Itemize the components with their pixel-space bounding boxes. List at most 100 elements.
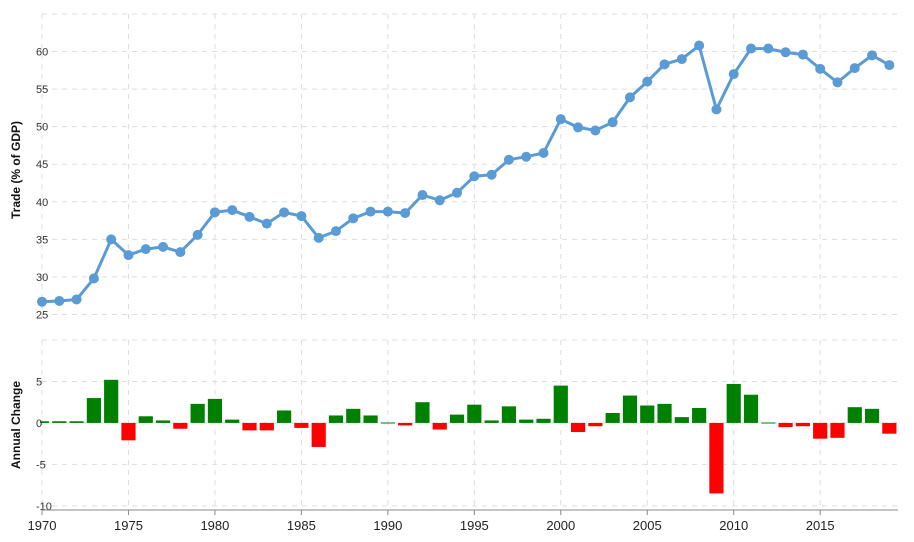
- annual-change-bar: [622, 395, 638, 423]
- annual-change-bar: [484, 420, 499, 423]
- trade-data-point: [624, 92, 635, 103]
- trade-data-point: [88, 273, 99, 284]
- annual-change-bar: [40, 421, 50, 423]
- trade-data-point: [607, 117, 618, 128]
- top-ytick-label: 25: [36, 309, 48, 321]
- trade-data-point: [365, 206, 376, 217]
- annual-change-bar: [847, 407, 862, 423]
- annual-change-bar: [155, 420, 171, 423]
- trade-data-point: [728, 69, 739, 80]
- top-ytick-label: 40: [36, 197, 48, 209]
- top-ytick-label: 60: [36, 47, 48, 59]
- trade-data-point: [37, 296, 47, 307]
- trade-data-point: [330, 226, 341, 237]
- xtick-label: 1995: [460, 518, 489, 533]
- top-ytick-label: 45: [36, 159, 48, 171]
- trade-data-point: [140, 244, 151, 255]
- points-layer: [37, 40, 895, 307]
- annual-change-bar: [778, 422, 793, 428]
- annual-change-bar: [363, 415, 378, 423]
- trade-data-point: [832, 77, 843, 88]
- xtick-label: 2000: [546, 518, 575, 533]
- trade-data-point: [849, 63, 860, 74]
- annual-change-bar: [121, 422, 136, 441]
- trade-data-point: [434, 195, 445, 206]
- trade-data-point: [694, 40, 705, 51]
- annual-change-bar: [864, 408, 880, 423]
- trade-data-point: [884, 60, 895, 71]
- trade-data-point: [348, 213, 359, 224]
- annual-change-bar: [346, 408, 361, 423]
- trade-data-point: [573, 122, 584, 133]
- trade-data-point: [261, 218, 272, 229]
- trade-data-point: [797, 49, 808, 60]
- trade-data-point: [123, 250, 134, 261]
- annual-change-bar: [259, 422, 274, 431]
- trade-data-point: [590, 125, 601, 136]
- annual-change-bar: [640, 405, 655, 423]
- annual-change-bar: [743, 394, 759, 423]
- trade-data-point: [106, 234, 117, 245]
- trade-data-point: [158, 241, 169, 252]
- trade-data-point: [227, 205, 238, 216]
- annual-change-bar: [709, 422, 724, 494]
- annual-change-bar: [104, 379, 119, 423]
- annual-change-bar: [225, 419, 240, 423]
- trade-data-point: [521, 151, 532, 162]
- annual-change-bar: [311, 422, 326, 447]
- xtick-label: 2010: [719, 518, 748, 533]
- annual-change-bar: [570, 422, 586, 433]
- trade-series-line: [41, 44, 891, 304]
- trade-data-point: [676, 54, 687, 65]
- trade-data-point: [54, 295, 65, 306]
- annual-change-bar: [69, 421, 84, 423]
- trade-data-point: [244, 211, 255, 222]
- trade-data-point: [659, 59, 670, 70]
- xtick-label: 2015: [806, 518, 835, 533]
- annual-change-bar: [86, 398, 101, 423]
- annual-change-bar: [536, 418, 551, 423]
- trade-data-point: [711, 104, 722, 115]
- bottom-ytick-label: -10: [36, 501, 52, 513]
- annual-change-bar: [52, 421, 67, 423]
- annual-change-bar: [882, 422, 897, 434]
- annual-change-bar: [138, 416, 153, 423]
- top-ytick-label: 55: [36, 84, 48, 96]
- annual-change-bar: [432, 422, 447, 430]
- annual-change-bar: [726, 383, 741, 423]
- annual-change-bar: [519, 419, 534, 423]
- trade-data-point: [780, 47, 791, 58]
- bottom-ytick-label: -5: [36, 459, 46, 471]
- trade-data-point: [417, 190, 428, 201]
- bottom-panel-ylabel: Annual Change: [9, 381, 23, 469]
- annual-change-bar: [795, 422, 810, 427]
- trade-data-point: [746, 43, 757, 54]
- trade-data-point: [296, 211, 307, 222]
- annual-change-bar: [277, 410, 292, 423]
- annual-change-bar: [398, 422, 413, 426]
- annual-change-bar: [501, 406, 516, 423]
- grid-layer: [41, 13, 898, 510]
- annual-change-bar: [588, 422, 603, 427]
- annual-change-bar: [692, 408, 707, 423]
- trade-data-point: [192, 229, 203, 240]
- bars-layer: [40, 379, 897, 494]
- annual-change-bar: [173, 422, 188, 429]
- xtick-label: 1985: [287, 518, 316, 533]
- top-panel-ylabel: Trade (% of GDP): [9, 121, 23, 219]
- annual-change-bar: [328, 415, 344, 423]
- xtick-label: 2005: [633, 518, 662, 533]
- line-layer: [41, 44, 891, 304]
- trade-data-point: [209, 207, 220, 218]
- annual-change-bar: [207, 398, 223, 423]
- trade-data-point: [503, 154, 514, 165]
- trade-data-point: [279, 207, 290, 218]
- trade-data-point: [175, 247, 186, 258]
- trade-data-point: [815, 63, 826, 74]
- annual-change-bar: [449, 414, 465, 423]
- bottom-ytick-label: 0: [36, 418, 42, 430]
- annual-change-bar: [294, 422, 309, 428]
- top-ytick-label: 35: [36, 234, 48, 246]
